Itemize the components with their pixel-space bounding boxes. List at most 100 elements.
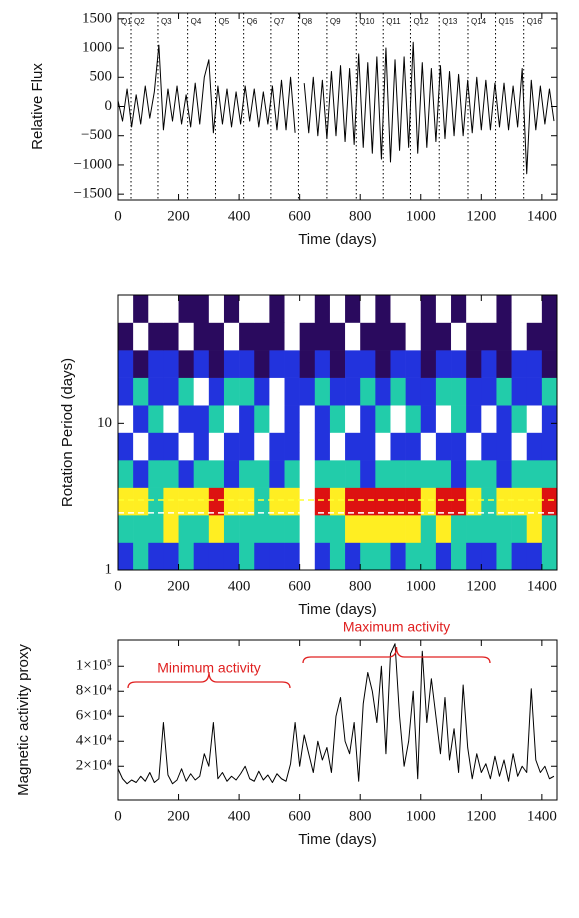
heat-cell <box>435 515 452 543</box>
y-tick-label: 1×10⁵ <box>76 658 112 674</box>
heat-cell <box>239 295 255 323</box>
heat-cell <box>390 295 406 323</box>
heat-cell <box>435 487 452 516</box>
heat-cell <box>239 322 255 351</box>
heat-cell <box>481 487 497 516</box>
heat-cell <box>314 432 331 461</box>
heat-cell <box>133 460 149 488</box>
heat-cell <box>481 377 497 406</box>
heat-cell <box>390 377 406 406</box>
heat-cell <box>133 432 149 461</box>
x-tick-label: 600 <box>288 208 311 224</box>
heat-cell <box>269 350 285 378</box>
heat-cell <box>390 432 406 461</box>
heat-cell <box>314 322 331 351</box>
heat-cell <box>314 405 331 433</box>
heat-cell <box>526 322 543 351</box>
heat-cell <box>481 515 497 543</box>
heat-cell <box>269 515 285 543</box>
heat-cell <box>541 350 558 378</box>
heat-cell <box>496 405 512 433</box>
heat-cell <box>148 350 164 378</box>
heat-cell <box>360 515 376 543</box>
heat-cell <box>239 377 255 406</box>
heat-cell <box>360 405 376 433</box>
heat-cell <box>133 405 149 433</box>
heat-cell <box>163 487 179 516</box>
heat-cell <box>133 487 149 516</box>
heat-cell <box>345 295 361 323</box>
x-tick-label: 1200 <box>466 808 496 824</box>
heat-cell <box>133 295 149 323</box>
heat-cell <box>420 377 437 406</box>
x-axis-label: Time (days) <box>298 231 377 248</box>
heat-cell <box>345 542 361 571</box>
heat-cell <box>329 295 346 323</box>
heat-cell <box>148 487 164 516</box>
heat-cell <box>466 350 482 378</box>
heat-cell <box>133 322 149 351</box>
heat-cell <box>420 487 437 516</box>
heat-cell <box>435 432 452 461</box>
annotation-brace <box>127 671 291 689</box>
y-tick-label: −500 <box>81 127 112 143</box>
heat-cell <box>511 515 528 543</box>
x-tick-label: 1400 <box>527 208 557 224</box>
quarter-label: Q5 <box>218 17 229 26</box>
quarter-label: Q11 <box>386 17 401 26</box>
heat-cell <box>284 487 300 516</box>
heat-cell <box>329 322 346 351</box>
heat-cell <box>405 377 422 406</box>
heat-cell <box>148 377 164 406</box>
heat-cell <box>496 432 512 461</box>
heat-cell <box>329 542 346 571</box>
heat-cell <box>390 515 406 543</box>
heat-cell <box>223 295 240 323</box>
heat-cell <box>314 350 331 378</box>
heat-cell <box>541 515 558 543</box>
heat-cell <box>451 350 467 378</box>
heat-cell <box>541 487 558 516</box>
heat-cell <box>375 322 391 351</box>
heat-cell <box>511 460 528 488</box>
heat-cell <box>148 515 164 543</box>
quarter-label: Q13 <box>442 17 458 26</box>
heat-cell <box>390 487 406 516</box>
heat-cell <box>345 487 361 516</box>
heat-cell <box>223 377 240 406</box>
heat-cell <box>239 350 255 378</box>
heat-cell <box>451 542 467 571</box>
heat-cell <box>314 515 331 543</box>
heat-cell <box>118 515 134 543</box>
heat-cell <box>375 350 391 378</box>
heat-cell <box>375 515 391 543</box>
heat-cell <box>269 487 285 516</box>
heat-cell <box>451 322 467 351</box>
heat-cell <box>208 377 225 406</box>
heat-cell <box>223 460 240 488</box>
annotation-brace <box>302 646 491 664</box>
quarter-label: Q16 <box>527 17 543 26</box>
heat-cell <box>496 487 512 516</box>
heat-cell <box>420 460 437 488</box>
heat-cell <box>511 377 528 406</box>
x-tick-label: 600 <box>288 578 311 594</box>
data-line <box>117 41 555 175</box>
heat-cell <box>405 322 422 351</box>
heat-cell <box>329 405 346 433</box>
heat-cell <box>269 542 285 571</box>
quarter-label: Q8 <box>301 17 312 26</box>
heat-cell <box>466 432 482 461</box>
x-tick-label: 1000 <box>406 208 436 224</box>
heat-cell <box>405 432 422 461</box>
heat-cell <box>481 460 497 488</box>
heat-cell <box>345 460 361 488</box>
heat-cell <box>284 542 300 571</box>
heat-cell <box>466 460 482 488</box>
data-line <box>117 643 555 785</box>
heat-cell <box>148 405 164 433</box>
annotation: Minimum activity <box>157 660 260 676</box>
heat-cell <box>223 405 240 433</box>
y-tick-label: −1500 <box>74 186 112 202</box>
heat-cell <box>329 487 346 516</box>
